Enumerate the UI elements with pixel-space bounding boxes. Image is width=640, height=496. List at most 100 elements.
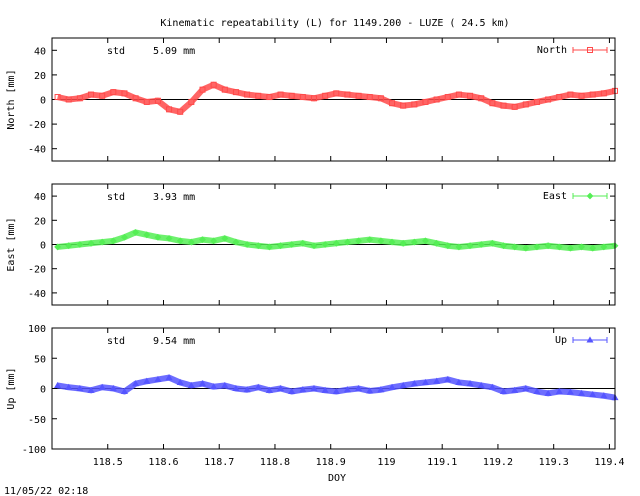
data-point bbox=[187, 381, 195, 388]
data-point bbox=[586, 192, 594, 200]
data-point bbox=[76, 95, 83, 102]
data-point bbox=[366, 94, 373, 101]
data-point bbox=[277, 384, 285, 392]
data-point bbox=[466, 242, 474, 250]
data-point bbox=[567, 91, 574, 98]
data-point bbox=[166, 106, 173, 113]
data-point bbox=[121, 90, 128, 97]
data-point bbox=[467, 92, 474, 99]
x-tick-label: 118.9 bbox=[316, 457, 346, 468]
plot-frame bbox=[51, 183, 616, 306]
data-point bbox=[355, 384, 363, 392]
data-point bbox=[555, 387, 563, 395]
data-point bbox=[143, 377, 151, 384]
data-point bbox=[578, 92, 585, 99]
data-point bbox=[332, 239, 340, 247]
data-point bbox=[120, 387, 128, 395]
footer-timestamp: 11/05/22 02:18 bbox=[4, 486, 88, 496]
data-point bbox=[544, 242, 552, 250]
data-point bbox=[522, 384, 530, 392]
data-point bbox=[254, 242, 262, 250]
data-point bbox=[54, 243, 61, 251]
y-tick-label: 40 bbox=[34, 46, 46, 57]
data-point bbox=[477, 241, 485, 248]
x-tick-label: 118.5 bbox=[93, 457, 123, 468]
data-point bbox=[444, 94, 451, 101]
data-point bbox=[221, 86, 228, 93]
data-point bbox=[522, 244, 530, 252]
data-point bbox=[410, 380, 418, 387]
data-point bbox=[488, 239, 496, 247]
data-point bbox=[199, 236, 206, 244]
data-point bbox=[589, 390, 597, 398]
data-point bbox=[243, 241, 251, 248]
data-point bbox=[455, 91, 462, 98]
data-point bbox=[76, 384, 84, 392]
data-point bbox=[343, 386, 351, 393]
data-point bbox=[288, 92, 295, 99]
data-point bbox=[511, 103, 518, 110]
std-value: 3.93 mm bbox=[153, 192, 195, 203]
data-point bbox=[411, 101, 418, 108]
data-point bbox=[388, 383, 396, 390]
x-tick-label: 118.7 bbox=[204, 457, 234, 468]
y-tick-label: -20 bbox=[28, 265, 46, 276]
data-point bbox=[87, 239, 95, 247]
data-point bbox=[477, 381, 485, 388]
data-point bbox=[533, 98, 540, 105]
data-point bbox=[88, 91, 95, 98]
data-point bbox=[377, 386, 385, 393]
data-point bbox=[455, 378, 463, 385]
data-point bbox=[600, 243, 608, 251]
y-tick-label: 50 bbox=[34, 354, 46, 365]
data-point bbox=[522, 101, 529, 108]
data-point bbox=[488, 383, 496, 390]
data-point bbox=[344, 91, 351, 98]
data-point bbox=[578, 389, 586, 396]
legend-label: North bbox=[537, 45, 567, 56]
data-point bbox=[187, 238, 195, 246]
data-point bbox=[399, 381, 407, 388]
data-point bbox=[165, 235, 173, 242]
y-tick-label: 100 bbox=[28, 324, 46, 335]
data-point bbox=[99, 92, 106, 99]
y-tick-label: 0 bbox=[40, 385, 46, 396]
data-point bbox=[143, 98, 150, 105]
data-point bbox=[132, 380, 140, 387]
y-tick-label: -40 bbox=[28, 289, 46, 300]
std-value: 5.09 mm bbox=[153, 46, 195, 57]
data-point bbox=[344, 238, 351, 246]
data-point bbox=[154, 97, 161, 104]
data-point bbox=[600, 392, 608, 399]
std-label: std bbox=[107, 336, 125, 347]
y-tick-label: 0 bbox=[40, 241, 46, 252]
data-point bbox=[210, 81, 217, 88]
y-tick-label: -100 bbox=[22, 445, 46, 456]
chart-title: Kinematic repeatability (L) for 1149.200… bbox=[160, 18, 509, 29]
data-point bbox=[65, 96, 72, 103]
panel-1: -40 -20 0 20 40 North [mm] std 5.09 mm North bbox=[6, 37, 618, 162]
series-line bbox=[57, 374, 616, 401]
x-tick-label: 119.4 bbox=[594, 457, 624, 468]
data-point bbox=[310, 384, 318, 392]
data-point bbox=[444, 242, 452, 250]
data-point bbox=[109, 237, 117, 245]
data-point bbox=[265, 386, 273, 393]
data-point bbox=[221, 235, 229, 242]
data-point bbox=[199, 86, 206, 93]
std-value: 9.54 mm bbox=[153, 336, 195, 347]
data-point bbox=[400, 102, 407, 109]
data-point bbox=[578, 243, 585, 251]
x-tick-label: 119.3 bbox=[539, 457, 569, 468]
y-axis-label: East [mm] bbox=[6, 217, 17, 271]
data-point bbox=[333, 90, 340, 97]
data-point bbox=[489, 100, 496, 107]
data-point bbox=[544, 389, 552, 396]
data-point bbox=[121, 233, 128, 241]
data-point bbox=[499, 387, 508, 395]
panel-3: -100 -50 0 50 100 118.5 118.6 118.7 118.8 118.9 11… bbox=[6, 324, 624, 468]
data-point bbox=[466, 380, 474, 387]
data-point bbox=[232, 238, 240, 246]
y-tick-label: 20 bbox=[34, 216, 46, 227]
series-line bbox=[56, 81, 616, 115]
